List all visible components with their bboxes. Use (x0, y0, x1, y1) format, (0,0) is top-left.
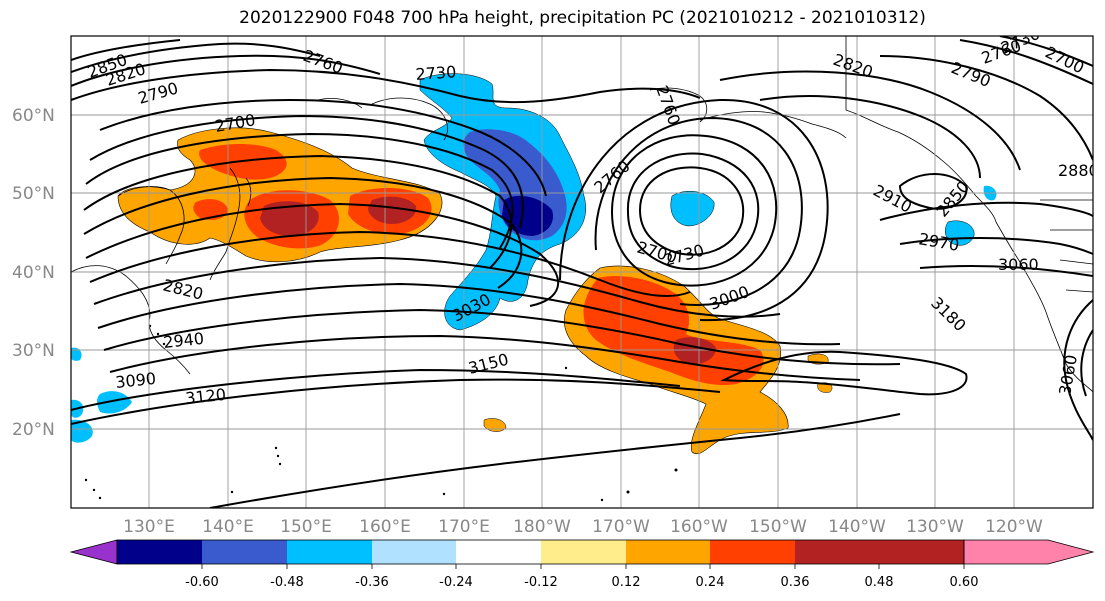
colorbar-extend-low (69, 539, 118, 565)
colorbar-tick-label: -0.36 (355, 575, 389, 590)
colorbar-segment (202, 540, 287, 564)
colorbar: -0.60 -0.48 -0.36 -0.24 -0.12 0.12 0.24 … (69, 539, 1095, 590)
colorbar-segment (117, 540, 202, 564)
map-title: 2020122900 F048 700 hPa height, precipit… (239, 8, 926, 28)
colorbar-ticks (201, 564, 965, 569)
contour-label: 3090 (114, 369, 156, 392)
colorbar-segment (287, 540, 372, 564)
colorbar-tick-label: 0.48 (865, 575, 894, 590)
contour-label: 2730 (415, 62, 457, 84)
lon-label: 130°E (123, 517, 175, 537)
contour-label: 2940 (162, 329, 204, 352)
colorbar-segment (626, 540, 710, 564)
contour-label: 3120 (184, 385, 226, 408)
lon-label: 150°W (749, 517, 807, 537)
lat-label-50n: 50°N (12, 184, 55, 204)
colorbar-tick-label: 0.36 (781, 575, 810, 590)
lon-label: 160°W (670, 517, 728, 537)
colorbar-segment (795, 540, 879, 564)
lat-label-60n: 60°N (12, 106, 55, 126)
lon-label: 170°E (438, 517, 490, 537)
colorbar-tick-label: 0.60 (950, 575, 979, 590)
lat-label-30n: 30°N (12, 341, 55, 361)
colorbar-tick-label: -0.48 (270, 575, 304, 590)
lat-label-40n: 40°N (12, 263, 55, 283)
colorbar-outline (116, 539, 965, 565)
lon-label: 140°W (828, 517, 886, 537)
colorbar-tick-label: -0.12 (524, 575, 558, 590)
lon-label: 180°W (513, 517, 571, 537)
colorbar-segment (541, 540, 626, 564)
colorbar-tick-label: 0.24 (696, 575, 725, 590)
lon-label: 120°W (985, 517, 1043, 537)
precip-negative-north-pacific (71, 73, 997, 443)
contour-label: 3060 (998, 255, 1039, 274)
height-contours (71, 36, 1093, 508)
lon-label: 150°E (280, 517, 332, 537)
colorbar-tick-label: -0.24 (439, 575, 473, 590)
latitude-labels: 60°N 50°N 40°N 30°N 20°N (12, 106, 55, 440)
lon-label: 140°E (202, 517, 254, 537)
plot-frame (70, 35, 1094, 509)
lat-label-20n: 20°N (12, 420, 55, 440)
colorbar-extend-high-arrow (963, 539, 1095, 565)
precip-positive-central-pacific (483, 265, 833, 455)
colorbar-tick-label: 0.12 (612, 575, 641, 590)
colorbar-segment (456, 540, 541, 564)
lon-label: 160°E (359, 517, 411, 537)
lon-label: 130°W (906, 517, 964, 537)
map-plot-area: 2850 2820 2790 2760 2730 2700 2760 2820 … (71, 36, 1099, 508)
lon-label: 170°W (592, 517, 650, 537)
colorbar-tick-label: -0.60 (185, 575, 219, 590)
contour-label: 2880 (1058, 161, 1099, 180)
colorbar-segment (710, 540, 795, 564)
colorbar-segment (372, 540, 456, 564)
island-dots (84, 324, 678, 502)
longitude-labels: 130°E 140°E 150°E 160°E 170°E 180°W 170°… (123, 517, 1043, 537)
colorbar-extend-high (879, 540, 964, 564)
